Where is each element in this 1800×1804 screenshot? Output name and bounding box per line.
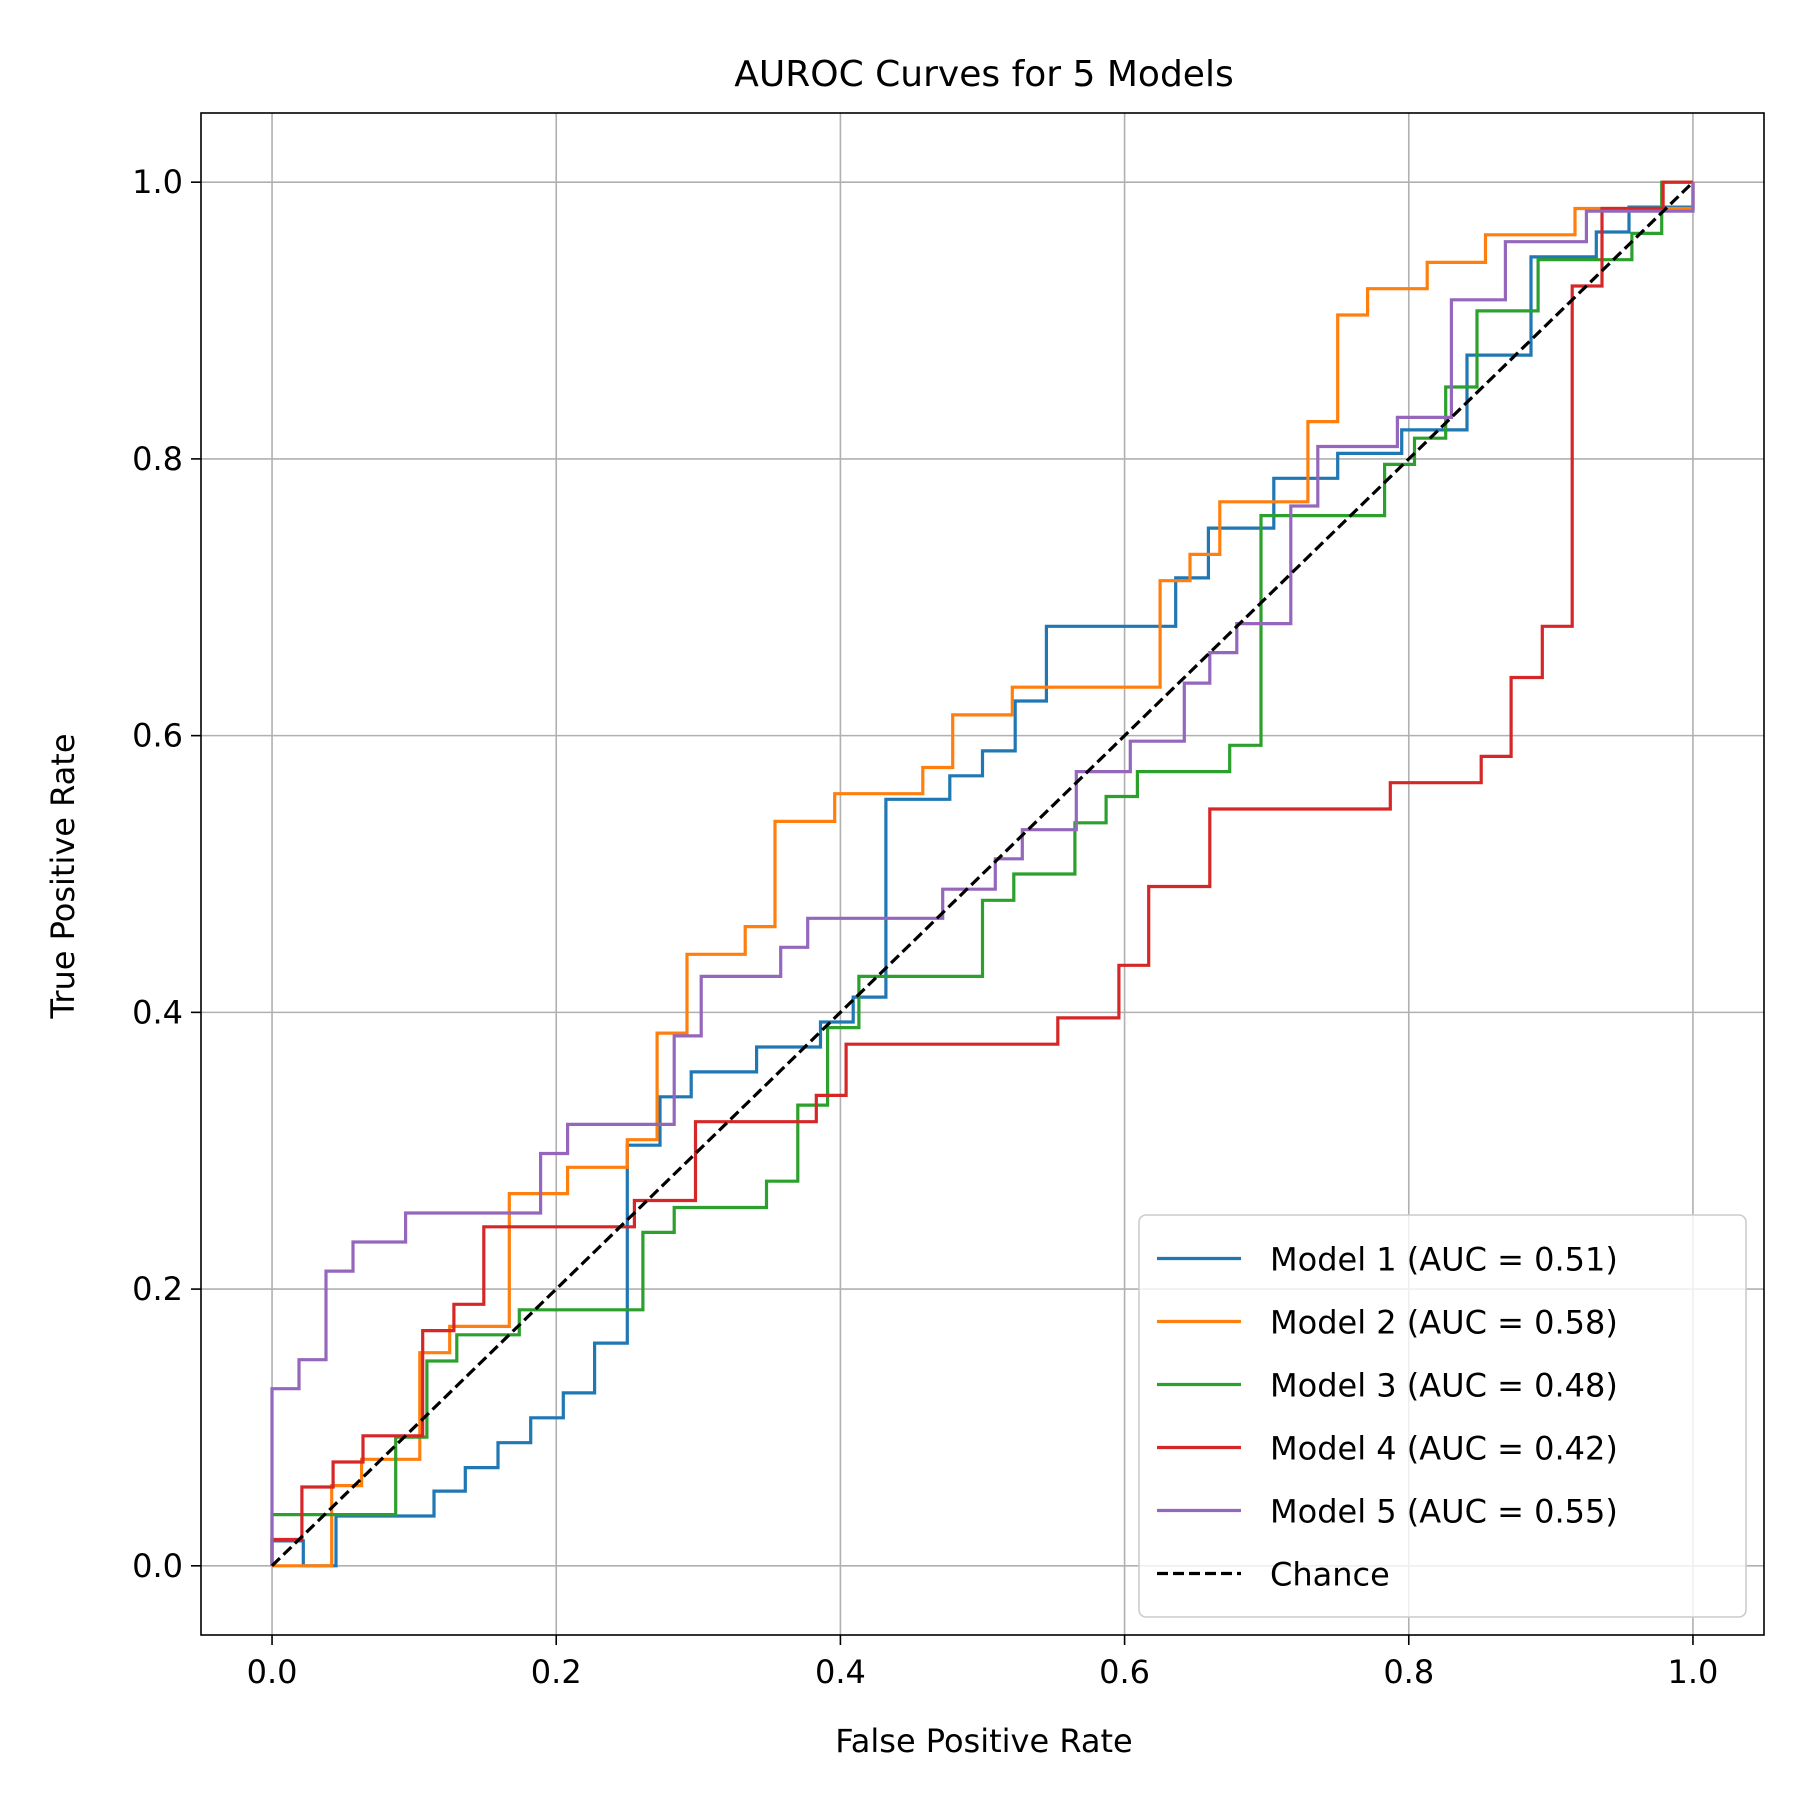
- x-tick-label: 0.6: [1099, 1653, 1150, 1691]
- x-axis-label: False Positive Rate: [835, 1722, 1132, 1760]
- y-tick-label: 0.8: [132, 440, 183, 478]
- y-tick-label: 0.6: [132, 717, 183, 755]
- series-line-model-5: [270, 182, 1695, 1566]
- y-tick-label: 0.4: [132, 993, 183, 1031]
- legend-label: Chance: [1270, 1556, 1390, 1594]
- y-axis-label: True Positive Rate: [44, 733, 82, 1019]
- legend-label: Model 1 (AUC = 0.51): [1270, 1241, 1618, 1279]
- x-tick-label: 0.8: [1383, 1653, 1434, 1691]
- legend-box: [1138, 1214, 1747, 1618]
- x-tick-label: 0.2: [531, 1653, 582, 1691]
- legend-label: Model 2 (AUC = 0.58): [1270, 1304, 1618, 1342]
- x-ticks: 0.0 0.2 0.4 0.6 0.8 1.0: [247, 1635, 1719, 1691]
- y-ticks: 0.0 0.2 0.4 0.6 0.8 1.0: [132, 163, 201, 1585]
- y-tick-label: 1.0: [132, 163, 183, 201]
- series-line-model-2: [272, 182, 1695, 1568]
- axes-frame: [200, 112, 1765, 1636]
- series-line-chance: [270, 181, 1695, 1567]
- legend-label: Model 5 (AUC = 0.55): [1270, 1493, 1618, 1531]
- series-line-model-3: [270, 180, 1693, 1566]
- x-tick-label: 1.0: [1668, 1653, 1719, 1691]
- series-line-model-1: [270, 182, 1695, 1568]
- x-tick-label: 0.4: [815, 1653, 866, 1691]
- x-tick-label: 0.0: [247, 1653, 298, 1691]
- legend-label: Model 3 (AUC = 0.48): [1270, 1367, 1618, 1405]
- grid: [201, 113, 1764, 1635]
- chart-title: AUROC Curves for 5 Models: [734, 54, 1233, 95]
- legend-label: Model 4 (AUC = 0.42): [1270, 1430, 1618, 1468]
- series-line-model-4: [270, 180, 1693, 1566]
- y-tick-label: 0.0: [132, 1547, 183, 1585]
- plot-lines: [270, 180, 1695, 1568]
- legend: Model 1 (AUC = 0.51) Model 2 (AUC = 0.58)…: [1138, 1214, 1747, 1618]
- y-tick-label: 0.2: [132, 1270, 183, 1308]
